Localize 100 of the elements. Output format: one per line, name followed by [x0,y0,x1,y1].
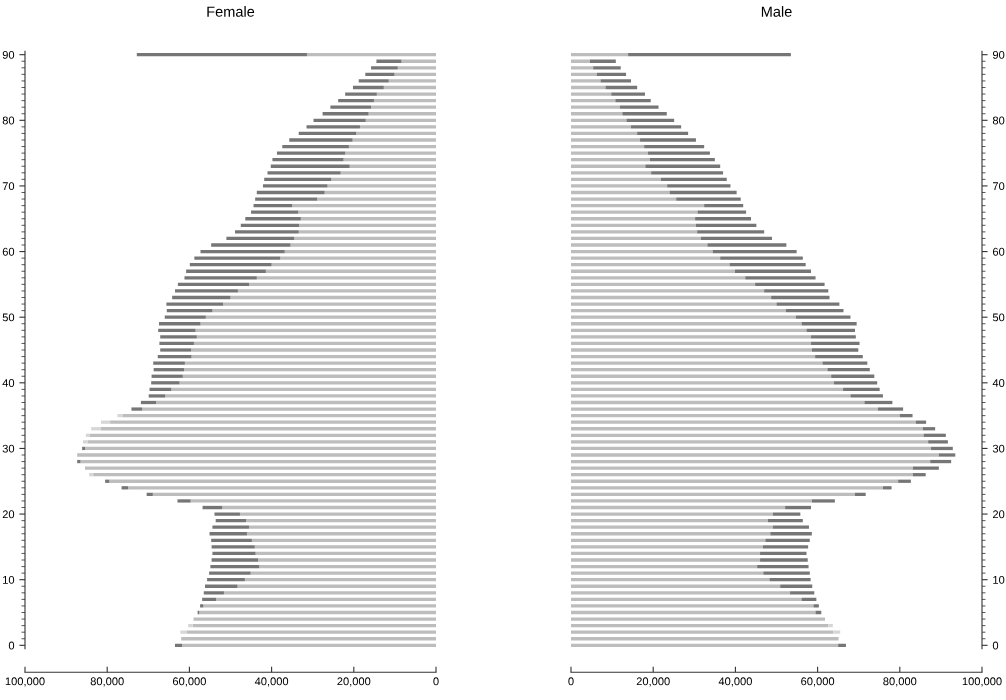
bar [571,630,834,634]
y-tick-label: 30 [2,444,15,453]
bar [202,597,217,602]
bar [186,630,436,634]
bar [317,197,436,201]
bar [192,623,436,628]
bar [235,230,299,234]
bar [571,59,590,63]
bar [324,190,436,195]
bar [223,591,436,595]
bar [186,269,266,273]
bar [282,144,349,149]
bar [571,381,835,385]
bar [780,584,813,588]
bar [615,98,651,103]
bar [358,79,389,83]
bar [571,597,802,602]
bar [763,571,810,575]
bar [571,66,594,70]
bar [82,440,88,444]
bar [813,604,819,608]
bar [882,486,892,490]
bar [298,131,357,136]
bar [215,518,247,523]
bar [77,453,436,457]
bar [571,512,773,516]
bar [843,387,880,392]
bar [184,276,257,280]
bar [349,164,436,168]
bar [142,407,436,411]
bar [571,197,677,201]
bar [195,328,436,332]
bar [571,177,662,182]
bar [923,433,946,437]
bar [770,532,812,536]
bar [292,203,436,208]
bar [184,368,436,372]
y-tick-label: 60 [992,247,1005,256]
bar [755,282,825,287]
bar [593,66,621,70]
bar [571,151,648,155]
bar [912,473,926,477]
bar [222,505,436,510]
bar [211,558,259,562]
bar [200,604,204,608]
bar [637,131,689,136]
bar [571,466,913,470]
bar [171,387,436,392]
bar [191,348,436,352]
bar [284,249,436,254]
bar [571,98,616,103]
bar [707,243,787,247]
bar [212,308,436,313]
bar [340,171,436,175]
x-tick-label: 80,000 [883,677,917,687]
x-tick-label: 60,000 [801,677,835,687]
x-tick-label: 40,000 [718,677,752,687]
bar [600,79,632,83]
bar [806,328,855,332]
bar [676,197,741,201]
bar [626,118,675,122]
y-tick-label: 20 [2,510,15,519]
bar [331,177,436,182]
bar [571,361,823,365]
bar [153,361,185,365]
bar [922,427,936,431]
bar [117,413,123,418]
x-tick-label: 60,000 [172,677,206,687]
bar [205,584,238,588]
y-tick-label: 50 [2,313,15,322]
bar [209,571,251,575]
bar [828,623,833,628]
y-tick-label: 20 [992,510,1005,519]
bar [158,322,201,326]
bar [827,368,870,372]
bar [401,59,436,63]
bar [158,328,196,332]
bar [131,407,143,411]
x-tick-label: 20,000 [337,677,371,687]
bar [571,289,765,293]
bar [571,492,855,497]
x-tick-label: 0 [568,677,574,686]
bar [767,518,803,523]
bar [811,341,860,346]
bar [345,151,436,155]
bar [571,479,899,483]
bar [152,492,436,497]
bar [373,98,436,103]
bar [596,72,627,77]
bar [571,394,851,398]
bar [669,190,737,195]
bar [571,420,916,424]
bar [571,387,844,392]
bar [776,302,840,306]
bar [571,302,777,306]
bar [790,591,815,595]
bar [270,164,350,168]
chart-title: Male [761,6,792,17]
bar [182,374,436,378]
bar [91,427,102,431]
